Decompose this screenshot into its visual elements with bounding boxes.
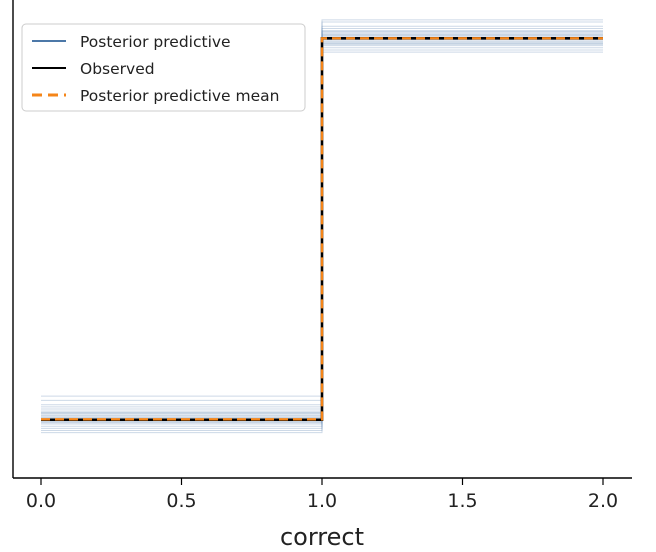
x-tick-label: 2.0 [588, 490, 618, 512]
posterior-predictive-mean-group [41, 37, 603, 421]
x-tick-label: 1.0 [307, 490, 337, 512]
legend-label-posterior-predictive-mean: Posterior predictive mean [80, 87, 279, 105]
x-axis-label: correct [280, 523, 364, 551]
x-tick-label: 1.5 [447, 490, 477, 512]
x-tick-label: 0.5 [166, 490, 196, 512]
legend-label-posterior-predictive: Posterior predictive [80, 33, 231, 51]
legend: Posterior predictive Observed Posterior … [21, 23, 306, 112]
x-tick-label: 0.0 [26, 490, 56, 512]
legend-label-observed: Observed [80, 60, 155, 78]
legend-frame [21, 23, 306, 112]
x-ticks: 0.0 0.5 1.0 1.5 2.0 [26, 478, 618, 512]
posterior-predictive-mean-line [41, 37, 603, 421]
